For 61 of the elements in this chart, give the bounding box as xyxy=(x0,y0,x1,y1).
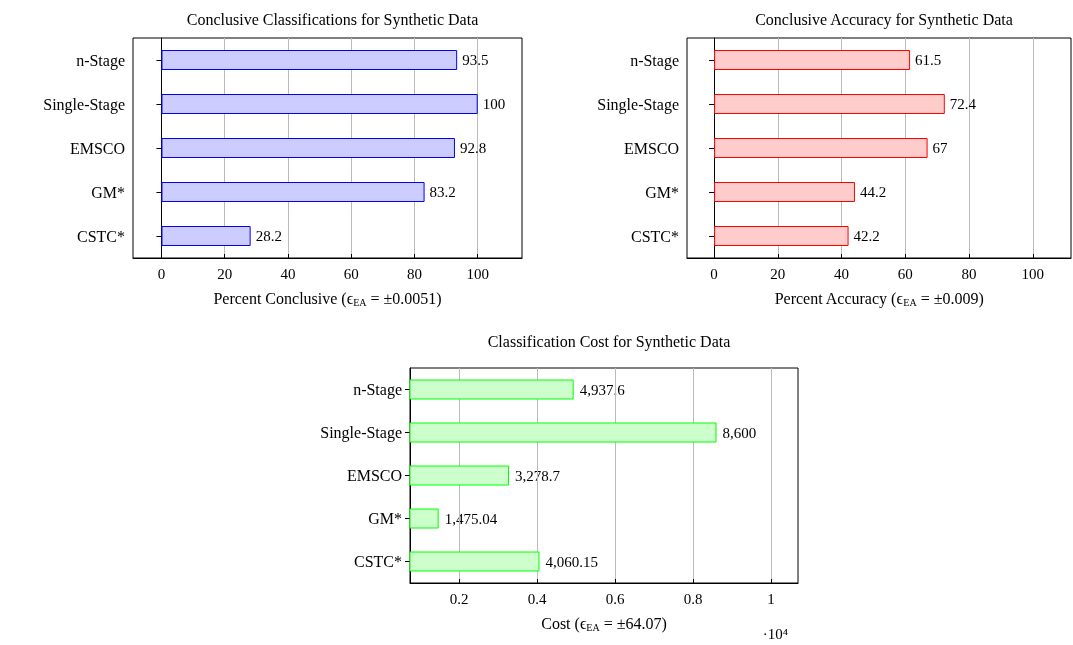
data-label: 92.8 xyxy=(459,140,487,156)
data-label: 83.2 xyxy=(429,184,456,200)
bar xyxy=(161,226,251,246)
x-tick-label: 0.2 xyxy=(449,590,469,607)
data-label: 44.2 xyxy=(859,184,887,200)
annotation: 4,060.15 xyxy=(545,553,598,570)
y-tick-label: Single-Stage xyxy=(320,424,402,442)
annotation: 8,600 xyxy=(722,424,757,441)
x-tick-label: 20 xyxy=(217,265,233,282)
x-tick-label: 100 xyxy=(1021,265,1045,282)
bar xyxy=(714,94,945,114)
bar xyxy=(161,182,425,202)
x-tick-label: 0.6 xyxy=(605,590,625,607)
y-tick-label: n-Stage xyxy=(353,381,402,399)
x-tick-label: 80 xyxy=(961,265,977,282)
x-tick-label: 0.8 xyxy=(683,590,703,607)
y-tick-label: GM* xyxy=(368,510,402,527)
annotation: 3,278.7 xyxy=(515,467,561,484)
y-tick-label: n-Stage xyxy=(76,51,125,70)
chart-title: Conclusive Accuracy for Synthetic Data xyxy=(755,10,1013,29)
data-label: 72.4 xyxy=(949,96,977,112)
y-tick-label: EMSCO xyxy=(69,139,125,157)
x-tick-label: 100 xyxy=(466,265,489,282)
y-tick-label: EMSCO xyxy=(346,467,402,484)
x-tick-label: 60 xyxy=(897,265,913,282)
chart-title: Conclusive Classifications for Synthetic Data xyxy=(186,10,479,29)
y-tick-label: GM* xyxy=(645,183,679,201)
annotation: 1,475.04 xyxy=(444,510,498,527)
bar xyxy=(714,50,911,70)
y-tick-label: Single-Stage xyxy=(43,95,125,114)
bar xyxy=(161,50,458,70)
x-tick-label: 1 xyxy=(767,590,775,607)
y-tick-label: CSTC* xyxy=(353,553,402,570)
data-label: 93.5 xyxy=(462,52,489,68)
bar xyxy=(161,94,478,114)
y-tick-label: Single-Stage xyxy=(597,95,679,114)
x-tick-label: 0.4 xyxy=(527,590,547,607)
y-tick-label: CSTC* xyxy=(630,227,679,245)
x-tick-label: 0 xyxy=(710,265,718,282)
data-label: 100 xyxy=(482,96,506,112)
data-label: 61.5 xyxy=(915,52,942,68)
y-tick-label: EMSCO xyxy=(623,139,679,157)
annotation: 4,937.6 xyxy=(579,381,626,398)
y-tick-label: GM* xyxy=(91,183,125,201)
bar xyxy=(161,138,455,158)
chart-title: Classification Cost for Synthetic Data xyxy=(487,332,731,351)
text: ·10⁴ xyxy=(762,625,789,642)
y-tick-label: CSTC* xyxy=(76,227,125,245)
x-tick-label: 80 xyxy=(406,265,422,282)
data-label: 67 xyxy=(932,140,949,156)
x-tick-label: 60 xyxy=(343,265,359,282)
y-tick-label: n-Stage xyxy=(630,51,679,70)
x-tick-label: 0 xyxy=(157,265,166,282)
x-tick-label: 40 xyxy=(280,265,296,282)
bar xyxy=(714,226,849,246)
bar xyxy=(714,182,855,202)
x-tick-label: 20 xyxy=(770,265,786,282)
x-tick-label: 40 xyxy=(834,265,850,282)
bar xyxy=(714,138,928,158)
data-label: 42.2 xyxy=(853,228,880,244)
data-label: 28.2 xyxy=(255,228,282,244)
